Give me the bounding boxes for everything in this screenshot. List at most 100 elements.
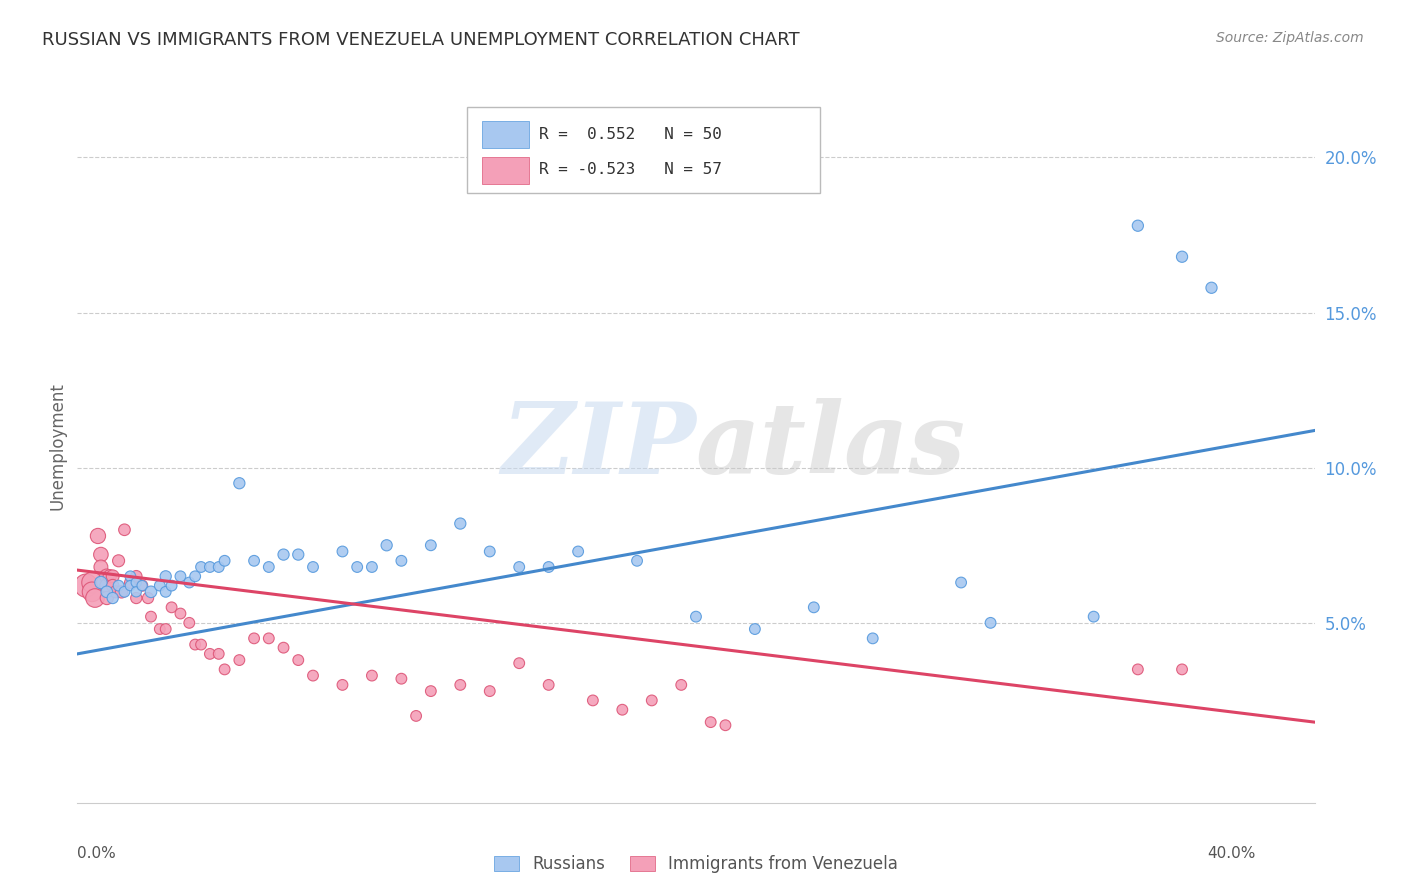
Point xyxy=(136,591,159,605)
Point xyxy=(208,647,231,661)
Point xyxy=(101,591,124,605)
Point xyxy=(389,554,412,568)
Point xyxy=(139,609,162,624)
Point xyxy=(93,575,115,590)
Point xyxy=(1171,662,1194,676)
Point xyxy=(114,584,136,599)
Point xyxy=(198,647,221,661)
Point xyxy=(80,575,103,590)
Point xyxy=(803,600,825,615)
Text: Source: ZipAtlas.com: Source: ZipAtlas.com xyxy=(1216,31,1364,45)
Point xyxy=(84,591,107,605)
Point xyxy=(184,569,207,583)
Legend: Russians, Immigrants from Venezuela: Russians, Immigrants from Venezuela xyxy=(486,849,905,880)
Point xyxy=(114,523,136,537)
Point xyxy=(80,584,103,599)
Point xyxy=(107,579,129,593)
Point xyxy=(96,591,118,605)
Point xyxy=(332,544,354,558)
Point xyxy=(257,632,280,646)
Point xyxy=(375,538,398,552)
Point xyxy=(1126,662,1149,676)
Point xyxy=(190,560,212,574)
Point xyxy=(1201,281,1223,295)
Point xyxy=(125,584,148,599)
Point xyxy=(96,579,118,593)
Text: 40.0%: 40.0% xyxy=(1208,847,1256,862)
Point xyxy=(75,579,97,593)
Point xyxy=(419,538,441,552)
Point xyxy=(125,569,148,583)
Point xyxy=(160,600,183,615)
Point xyxy=(508,656,530,670)
Point xyxy=(449,678,471,692)
Point xyxy=(287,653,309,667)
FancyBboxPatch shape xyxy=(482,157,529,184)
Text: 0.0%: 0.0% xyxy=(77,847,117,862)
Point xyxy=(537,560,560,574)
Point xyxy=(567,544,589,558)
Point xyxy=(478,544,501,558)
Point xyxy=(699,715,721,730)
Point xyxy=(110,584,132,599)
Point xyxy=(155,622,177,636)
Point xyxy=(101,579,124,593)
Text: RUSSIAN VS IMMIGRANTS FROM VENEZUELA UNEMPLOYMENT CORRELATION CHART: RUSSIAN VS IMMIGRANTS FROM VENEZUELA UNE… xyxy=(42,31,800,49)
Point xyxy=(641,693,664,707)
Point xyxy=(287,548,309,562)
Point xyxy=(612,703,634,717)
Point xyxy=(160,579,183,593)
FancyBboxPatch shape xyxy=(482,121,529,148)
Point xyxy=(228,653,250,667)
Y-axis label: Unemployment: Unemployment xyxy=(48,382,66,510)
Point xyxy=(302,560,325,574)
Point xyxy=(101,569,124,583)
Text: atlas: atlas xyxy=(696,398,966,494)
Point xyxy=(125,575,148,590)
Point xyxy=(302,668,325,682)
Point xyxy=(107,554,129,568)
Point xyxy=(626,554,648,568)
Point xyxy=(179,575,201,590)
Point xyxy=(179,615,201,630)
Point xyxy=(214,662,236,676)
Point xyxy=(273,640,295,655)
Point xyxy=(744,622,766,636)
Point xyxy=(198,560,221,574)
Point xyxy=(478,684,501,698)
Point xyxy=(714,718,737,732)
Point xyxy=(449,516,471,531)
Point xyxy=(149,622,172,636)
Point xyxy=(862,632,884,646)
Point xyxy=(243,632,266,646)
Point xyxy=(120,575,142,590)
Point xyxy=(208,560,231,574)
Point xyxy=(685,609,707,624)
Point xyxy=(87,529,110,543)
Point xyxy=(332,678,354,692)
Text: ZIP: ZIP xyxy=(501,398,696,494)
Point xyxy=(950,575,973,590)
Point xyxy=(346,560,368,574)
Point xyxy=(169,607,191,621)
Point xyxy=(257,560,280,574)
Point xyxy=(155,569,177,583)
Point xyxy=(149,579,172,593)
Point xyxy=(104,584,127,599)
Point xyxy=(190,638,212,652)
Point xyxy=(155,584,177,599)
Point xyxy=(537,678,560,692)
Point xyxy=(671,678,693,692)
Point xyxy=(96,584,118,599)
Text: R = -0.523   N = 57: R = -0.523 N = 57 xyxy=(538,162,721,178)
Point xyxy=(125,591,148,605)
Point xyxy=(120,579,142,593)
Point xyxy=(214,554,236,568)
Point xyxy=(90,560,112,574)
Point xyxy=(98,569,121,583)
Point xyxy=(980,615,1002,630)
Point xyxy=(389,672,412,686)
Point xyxy=(361,668,384,682)
Text: R =  0.552   N = 50: R = 0.552 N = 50 xyxy=(538,127,721,142)
FancyBboxPatch shape xyxy=(467,107,820,193)
